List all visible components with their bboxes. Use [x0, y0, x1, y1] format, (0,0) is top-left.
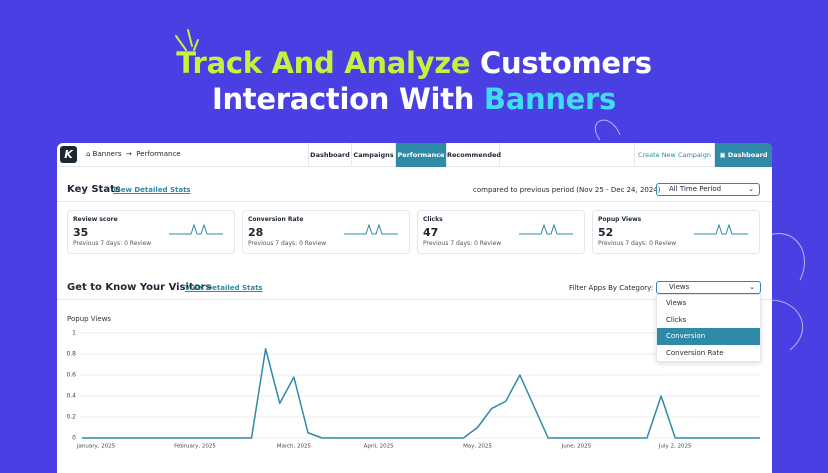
card-note: Previous 7 days: 0 Review [73, 240, 152, 247]
breadcrumb-item: Performance [136, 150, 181, 158]
headline-text: Customers [480, 46, 652, 80]
tab[interactable]: Recommended [446, 143, 501, 167]
y-tick-label: 1 [72, 330, 76, 337]
card-note: Previous 7 days: 0 Review [423, 240, 502, 247]
logo[interactable]: K [60, 146, 77, 163]
x-tick-label: May, 2025 [463, 444, 492, 450]
period-select[interactable]: All Time Period ⌄ [656, 183, 760, 196]
tab[interactable]: Performance [395, 143, 446, 167]
divider [57, 201, 772, 202]
headline-highlight: Banners [483, 82, 617, 116]
menu-option[interactable]: Conversion [657, 328, 760, 345]
y-tick-label: 0.6 [66, 372, 76, 379]
tab[interactable]: Dashboard [308, 143, 351, 167]
x-tick-label: April, 2025 [364, 444, 395, 450]
x-tick-label: June, 2025 [561, 444, 592, 450]
sparkline [694, 223, 748, 235]
create-campaign-link[interactable]: Create New Campaign [634, 143, 714, 167]
y-axis-label: Popup Views [67, 315, 111, 323]
card-value: 47 [423, 226, 439, 239]
stat-card [67, 210, 235, 254]
card-label: Clicks [423, 216, 443, 223]
data-line [82, 348, 760, 439]
sparkline-line [344, 223, 398, 235]
sparkline-line [169, 223, 223, 235]
y-tick-label: 0.2 [66, 414, 76, 421]
breadcrumb: ⌂ Banners → Performance [86, 150, 181, 158]
section-title: Get to Know Your Visitors [67, 282, 212, 293]
y-tick-label: 0.4 [66, 393, 76, 400]
comparison-text: compared to previous period (Nov 25 - De… [473, 186, 661, 194]
sparkline [344, 223, 398, 235]
dashboard-button[interactable]: ▣ Dashboard [714, 143, 772, 167]
breadcrumb-item[interactable]: Banners [92, 150, 122, 158]
y-tick-label: 0.8 [66, 351, 76, 358]
sparkline-line [519, 223, 573, 235]
x-tick-label: January, 2025 [76, 444, 116, 450]
section-title: Key Stats [67, 184, 121, 195]
headline-text: Interaction With [211, 82, 475, 116]
x-tick-label: July 2, 2025 [658, 444, 692, 450]
select-value: All Time Period [669, 185, 722, 193]
menu-option[interactable]: Views [666, 299, 687, 307]
stat-card [417, 210, 585, 254]
menu-option[interactable]: Conversion Rate [666, 348, 724, 357]
select-value: Views [669, 283, 690, 291]
sparkline-line [694, 223, 748, 235]
filter-menu: Views Clicks Conversion Conversion Rate [656, 294, 761, 362]
view-stats-link[interactable]: View Detailed Stats [113, 186, 191, 194]
card-note: Previous 7 days: 0 Review [598, 240, 677, 247]
x-tick-label: March, 2025 [277, 444, 312, 450]
stat-card [242, 210, 410, 254]
button-label: Dashboard [727, 151, 768, 159]
headline-line-1: Track And Analyze Customers [0, 46, 828, 80]
card-note: Previous 7 days: 0 Review [248, 240, 327, 247]
app-panel [57, 143, 772, 473]
stat-card [592, 210, 760, 254]
card-label: Conversion Rate [248, 216, 304, 223]
filter-label: Filter Apps By Category: [569, 284, 654, 292]
filter-select[interactable]: Views ⌄ [656, 281, 761, 294]
divider [57, 299, 772, 300]
sparkline [169, 223, 223, 235]
x-tick-label: February, 2025 [174, 444, 216, 450]
card-value: 35 [73, 226, 89, 239]
card-label: Review score [73, 216, 118, 223]
headline-highlight: Track And Analyze [176, 46, 471, 80]
headline-line-2: Interaction With Banners [0, 82, 828, 116]
tab[interactable]: Campaigns [351, 143, 395, 167]
card-label: Popup Views [598, 216, 642, 223]
card-value: 52 [598, 226, 614, 239]
y-tick-label: 0 [72, 435, 76, 442]
sparkline [519, 223, 573, 235]
menu-option[interactable]: Clicks [666, 315, 687, 324]
view-stats-link[interactable]: View Detailed Stats [185, 284, 263, 292]
card-value: 28 [248, 226, 264, 239]
